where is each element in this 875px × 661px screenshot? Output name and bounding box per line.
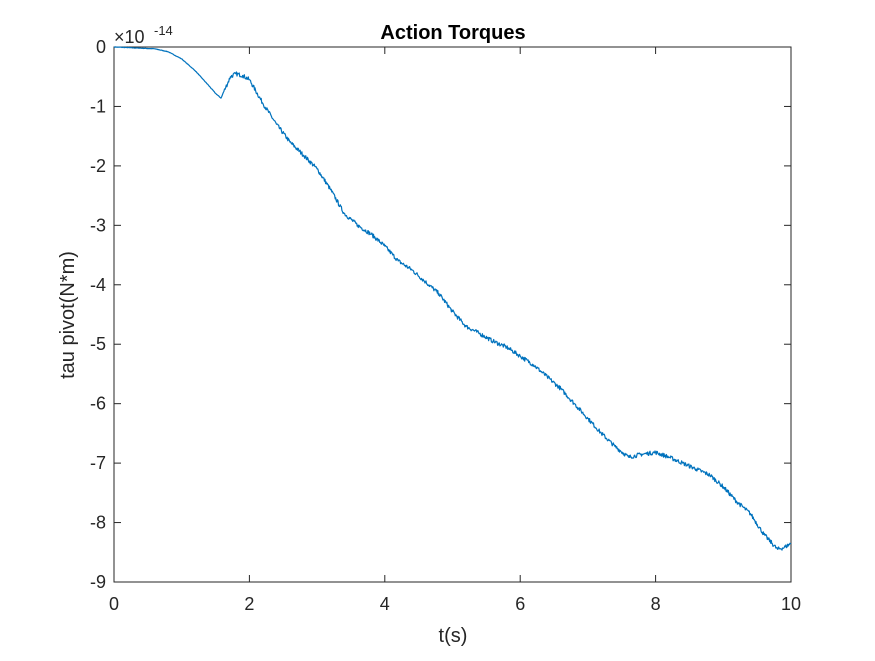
x-tick-label: 6 [515,594,525,614]
y-tick-label: 0 [96,37,106,57]
x-tick-label: 0 [109,594,119,614]
y-tick-label: -8 [90,513,106,533]
plot-area [113,46,792,583]
y-tick-label: -7 [90,453,106,473]
chart-title: Action Torques [380,22,525,44]
y-axis-label: tau pivot(N*m) [57,251,79,379]
x-axis-label: t(s) [439,625,468,647]
y-tick-label: -5 [90,334,106,354]
y-tick-label: -1 [90,96,106,116]
y-tick-label: -6 [90,394,106,414]
y-exponent-power: -14 [154,23,173,38]
x-tick-label: 10 [781,594,801,614]
x-tick-label: 4 [380,594,390,614]
x-tick-label: 2 [244,594,254,614]
series-line-0 [113,46,792,551]
y-exponent-label: ×10 -14 [114,23,173,47]
y-tick-label: -3 [90,215,106,235]
y-tick-label: -4 [90,275,106,295]
y-tick-label: -2 [90,156,106,176]
y-exponent-base: ×10 [114,27,145,47]
x-tick-label: 8 [651,594,661,614]
y-tick-label: -9 [90,572,106,592]
